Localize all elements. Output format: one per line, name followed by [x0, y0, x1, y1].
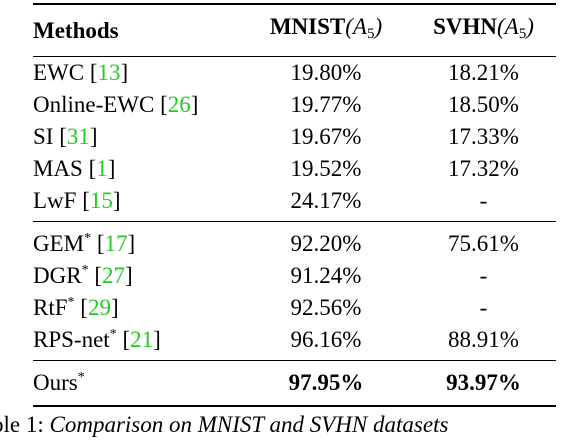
table-row: Ours* 97.95% 93.97% — [33, 360, 556, 407]
mnist-accuracy: 24.17% — [290, 188, 362, 213]
svhn-accuracy: 18.50% — [448, 92, 519, 117]
table-caption: ble 1: Comparison on MNIST and SVHN data… — [0, 405, 568, 445]
bracket-open: [ — [80, 295, 88, 320]
citation-link[interactable]: 26 — [167, 92, 191, 117]
citation-link[interactable]: 29 — [87, 295, 111, 320]
method-name: LwF — [33, 188, 77, 213]
method-name: RPS-net — [33, 327, 110, 352]
method-cell: Online-EWC [26] — [33, 89, 241, 121]
bracket-close: ] — [112, 188, 121, 213]
table-header-row: Methods MNIST(A5) SVHN(A5) — [33, 3, 556, 57]
bracket-open: [ — [89, 60, 98, 85]
bracket-close: ] — [107, 156, 116, 181]
header-mnist: MNIST(A5) — [241, 3, 411, 57]
method-cell: GEM* [17] — [33, 221, 241, 260]
svhn-accuracy: 88.91% — [448, 327, 519, 352]
method-cell: RtF* [29] — [33, 292, 241, 324]
paper-page: Methods MNIST(A5) SVHN(A5) EWC [13] 19.80… — [0, 3, 556, 437]
star-marker: * — [109, 327, 117, 342]
method-name: MAS — [33, 156, 83, 181]
svhn-accuracy: 75.61% — [411, 221, 556, 260]
bracket-open: [ — [122, 327, 131, 352]
table-body: EWC [13] 19.80% 18.21% Online-EWC [26] 19.77… — [33, 57, 556, 407]
method-cell: MAS [1] — [33, 153, 241, 185]
table-row: SI [31] 19.67% 17.33% — [33, 121, 556, 153]
mnist-accuracy: 19.80% — [290, 60, 362, 85]
bracket-close: ] — [124, 263, 133, 288]
svhn-accuracy: 17.33% — [448, 124, 519, 149]
method-cell: SI [31] — [33, 121, 241, 153]
table-row: DGR* [27] 91.24% - — [33, 260, 556, 292]
bracket-close: ] — [153, 327, 161, 352]
bracket-open: [ — [96, 231, 105, 256]
table-row: LwF [15] 24.17% - — [33, 185, 556, 222]
bracket-open: [ — [160, 92, 168, 117]
method-cell: EWC [13] — [33, 57, 241, 90]
citation-link[interactable]: 15 — [89, 188, 113, 213]
bracket-close: ] — [190, 92, 199, 117]
bracket-open: [ — [82, 188, 90, 213]
method-cell: DGR* [27] — [33, 260, 241, 292]
table-row: RPS-net* [21] 96.16% 88.91% — [33, 324, 556, 361]
method-cell: RPS-net* [21] — [33, 324, 241, 361]
mnist-accuracy: 19.52% — [290, 156, 362, 181]
method-name: RtF — [33, 295, 68, 320]
bracket-open: [ — [94, 263, 102, 288]
star-marker: * — [77, 370, 85, 385]
mnist-accuracy: 19.67% — [290, 124, 362, 149]
svhn-accuracy: - — [479, 295, 488, 320]
citation-link[interactable]: 27 — [101, 263, 125, 288]
table-row: MAS [1] 19.52% 17.32% — [33, 153, 556, 185]
mnist-accuracy: 19.77% — [290, 92, 362, 117]
method-name: EWC — [33, 60, 85, 85]
bracket-close: ] — [89, 124, 98, 149]
bracket-close: ] — [110, 295, 119, 320]
header-methods: Methods — [33, 3, 241, 57]
svhn-accuracy: - — [479, 263, 488, 288]
bracket-open: [ — [88, 156, 97, 181]
method-cell: Ours* — [33, 360, 241, 407]
svhn-accuracy: 18.21% — [448, 60, 519, 85]
table-row: RtF* [29] 92.56% - — [33, 292, 556, 324]
star-marker: * — [84, 231, 92, 246]
mnist-accuracy: 91.24% — [290, 263, 362, 288]
caption-text: Comparison on MNIST and SVHN datasets — [49, 412, 449, 437]
citation-link[interactable]: 17 — [104, 231, 128, 256]
method-cell: LwF [15] — [33, 185, 241, 222]
star-marker: * — [67, 295, 75, 310]
svhn-accuracy: 93.97% — [411, 360, 556, 407]
results-table: Methods MNIST(A5) SVHN(A5) EWC [13] 19.80… — [33, 3, 556, 407]
citation-link[interactable]: 31 — [66, 124, 90, 149]
table-row: Online-EWC [26] 19.77% 18.50% — [33, 89, 556, 121]
header-svhn: SVHN(A5) — [411, 3, 556, 57]
star-marker: * — [81, 263, 89, 278]
mnist-accuracy: 97.95% — [241, 360, 411, 407]
method-name: Online-EWC — [33, 92, 155, 117]
method-name: Ours — [33, 370, 78, 395]
caption-label: ble 1: — [0, 412, 44, 437]
citation-link[interactable]: 1 — [96, 156, 108, 181]
citation-link[interactable]: 13 — [97, 60, 121, 85]
bracket-close: ] — [120, 60, 129, 85]
svhn-accuracy: - — [479, 188, 488, 213]
mnist-accuracy: 96.16% — [290, 327, 362, 352]
method-name: SI — [33, 124, 54, 149]
citation-link[interactable]: 21 — [130, 327, 154, 352]
mnist-accuracy: 92.56% — [290, 295, 362, 320]
svhn-accuracy: 17.32% — [448, 156, 519, 181]
bracket-close: ] — [127, 231, 136, 256]
method-name: GEM — [33, 231, 85, 256]
mnist-accuracy: 92.20% — [241, 221, 411, 260]
table-row: EWC [13] 19.80% 18.21% — [33, 57, 556, 90]
bracket-open: [ — [59, 124, 67, 149]
table-row: GEM* [17] 92.20% 75.61% — [33, 221, 556, 260]
method-name: DGR — [33, 263, 82, 288]
